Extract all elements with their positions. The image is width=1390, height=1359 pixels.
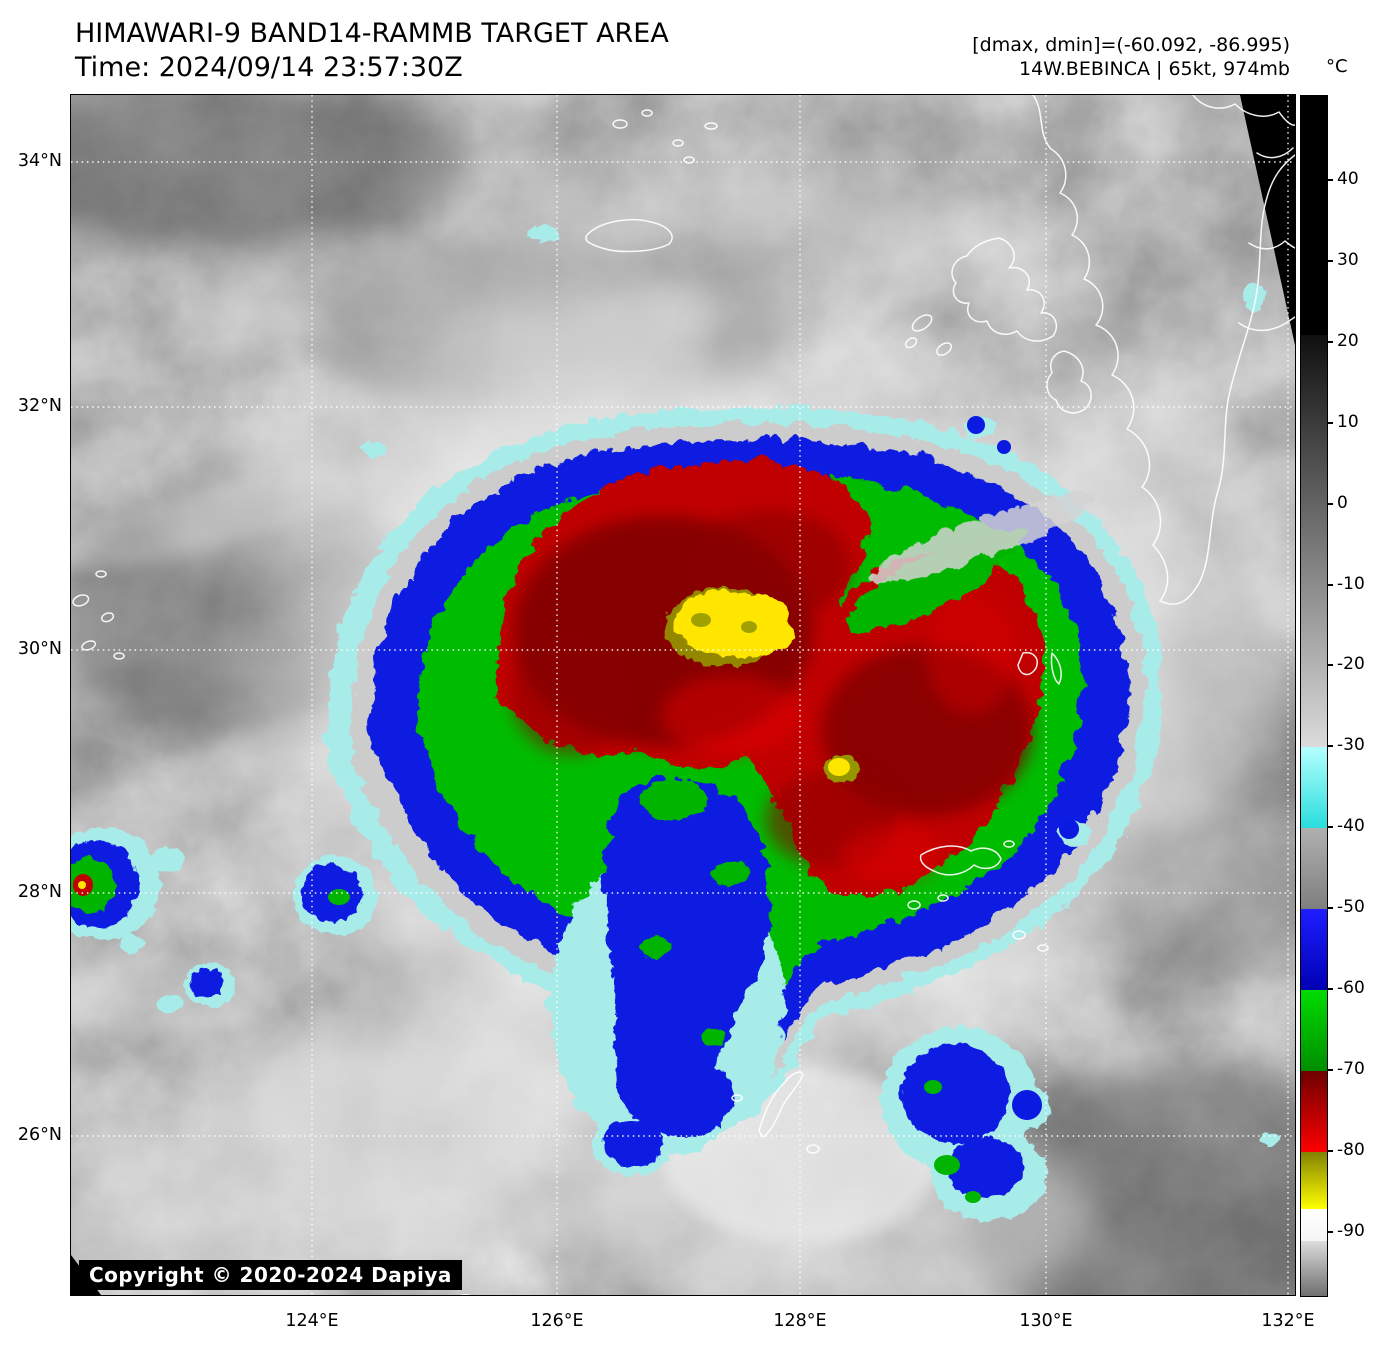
colorbar-tick-label: -20	[1337, 654, 1365, 675]
colorbar-tick-label: 20	[1337, 330, 1359, 351]
lat-label: 30°N	[17, 639, 62, 659]
copyright-badge: Copyright © 2020-2024 Dapiya	[79, 1260, 462, 1290]
colorbar-segment	[1301, 909, 1327, 991]
colorbar-tick-mark	[1327, 502, 1333, 505]
colorbar-tick-mark	[1327, 988, 1333, 991]
graticule	[71, 95, 1295, 1295]
colorbar-tick-label: -50	[1337, 897, 1365, 918]
colorbar-tick-label: 40	[1337, 168, 1359, 189]
lat-label: 34°N	[17, 151, 62, 171]
dmax-dmin-readout: [dmax, dmin]=(-60.092, -86.995)	[972, 34, 1290, 56]
colorbar-tick-mark	[1327, 583, 1333, 586]
colorbar-tick-mark	[1327, 1069, 1333, 1072]
colorbar-unit-label: °C	[1326, 56, 1348, 77]
colorbar-segment	[1301, 334, 1327, 748]
lon-label: 124°E	[285, 1311, 339, 1331]
product-time: Time: 2024/09/14 23:57:30Z	[75, 52, 463, 83]
colorbar-tick-mark	[1327, 421, 1333, 424]
colorbar-tick-mark	[1327, 664, 1333, 667]
lon-label: 126°E	[530, 1311, 584, 1331]
lat-label: 28°N	[17, 882, 62, 902]
colorbar-tick-mark	[1327, 1149, 1333, 1152]
colorbar-tick-label: -40	[1337, 816, 1365, 837]
colorbar-segment	[1301, 1208, 1327, 1242]
colorbar	[1300, 95, 1328, 1297]
colorbar-tick-label: 0	[1337, 492, 1348, 513]
colorbar-tick-label: 30	[1337, 249, 1359, 270]
lat-label: 32°N	[17, 396, 62, 416]
colorbar-segment	[1301, 96, 1327, 336]
colorbar-tick-mark	[1327, 340, 1333, 343]
lon-label: 128°E	[773, 1311, 827, 1331]
storm-info: 14W.BEBINCA | 65kt, 974mb	[1018, 58, 1290, 80]
colorbar-tick-label: -10	[1337, 573, 1365, 594]
colorbar-segment	[1301, 1151, 1327, 1210]
product-title: HIMAWARI-9 BAND14-RAMMB TARGET AREA	[75, 18, 669, 49]
lon-label: 130°E	[1019, 1311, 1073, 1331]
colorbar-tick-mark	[1327, 745, 1333, 748]
colorbar-tick-label: -90	[1337, 1220, 1365, 1241]
colorbar-tick-mark	[1327, 826, 1333, 829]
colorbar-tick-label: 10	[1337, 411, 1359, 432]
colorbar-tick-mark	[1327, 178, 1333, 181]
scan-edge-wedge	[1240, 95, 1295, 345]
satellite-map: Copyright © 2020-2024 Dapiya	[70, 94, 1296, 1296]
colorbar-segment	[1301, 747, 1327, 829]
lat-label: 26°N	[17, 1125, 62, 1145]
colorbar-segment	[1301, 1240, 1327, 1296]
colorbar-tick-label: -60	[1337, 978, 1365, 999]
colorbar-tick-label: -30	[1337, 735, 1365, 756]
typhoon-cold-cloud-rings	[322, 402, 1159, 1173]
colorbar-tick-label: -70	[1337, 1059, 1365, 1080]
colorbar-segment	[1301, 990, 1327, 1072]
colorbar-tick-mark	[1327, 907, 1333, 910]
colorbar-tick-label: -80	[1337, 1139, 1365, 1160]
satellite-imagery	[71, 95, 1295, 1295]
colorbar-tick-mark	[1327, 259, 1333, 262]
colorbar-segment	[1301, 828, 1327, 910]
outlying-convection	[71, 222, 1277, 1219]
lon-label: 132°E	[1261, 1311, 1315, 1331]
colorbar-segment	[1301, 1071, 1327, 1153]
colorbar-tick-mark	[1327, 1230, 1333, 1233]
